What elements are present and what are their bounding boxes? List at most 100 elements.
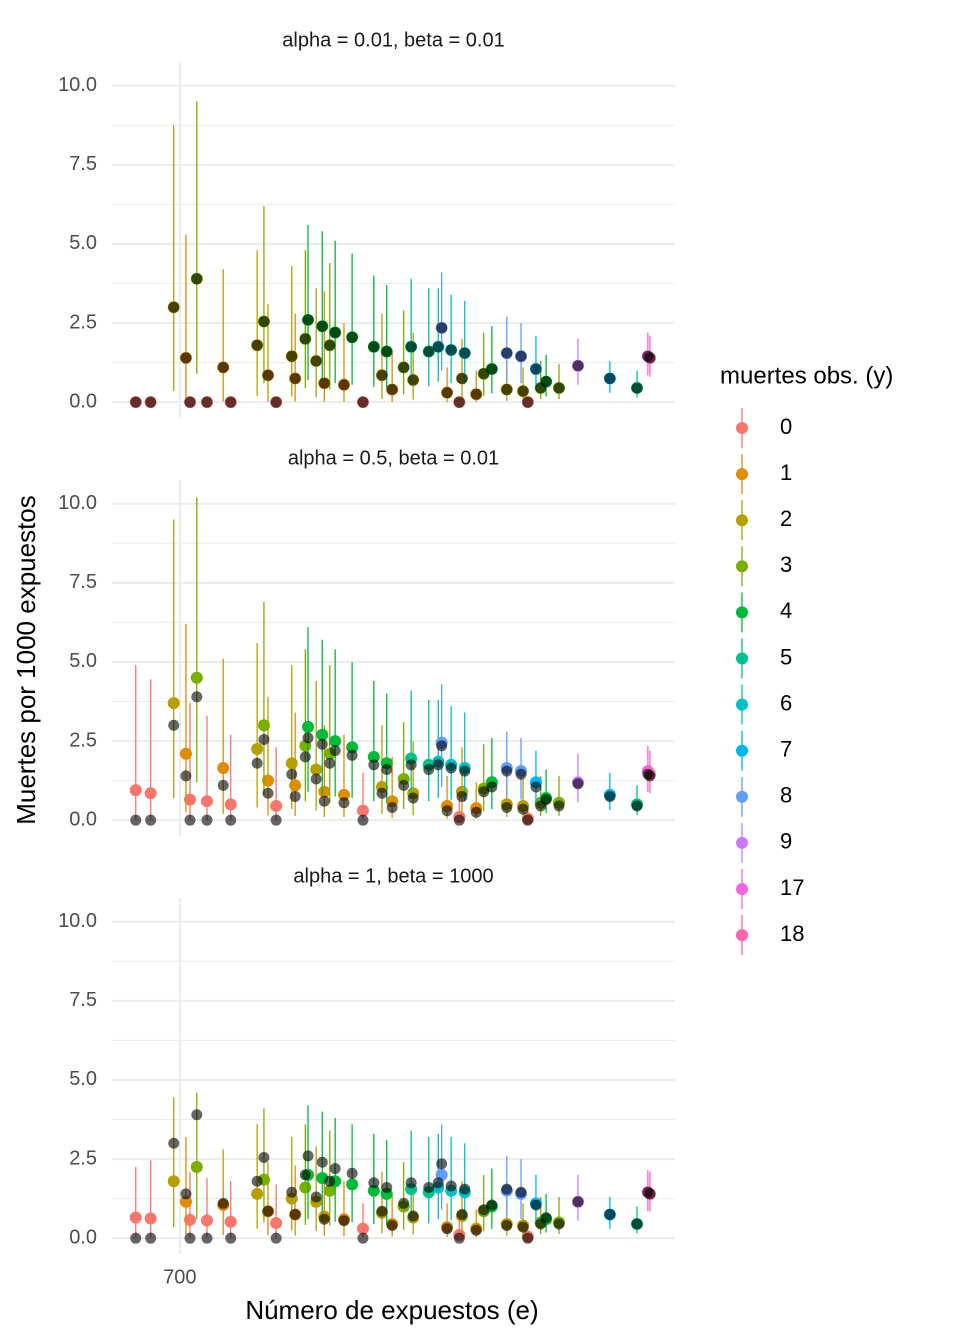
observed-point — [515, 1186, 527, 1198]
observed-point — [258, 315, 270, 327]
observed-point — [262, 369, 274, 381]
observed-point — [316, 738, 328, 750]
observed-point — [180, 352, 192, 364]
legend-key — [736, 652, 748, 665]
observed-point — [540, 794, 552, 806]
observed-point — [644, 1188, 656, 1200]
estimate-point — [329, 735, 342, 748]
observed-point — [445, 344, 457, 356]
observed-point — [470, 388, 482, 400]
observed-point — [445, 1180, 457, 1192]
observed-point — [604, 372, 616, 384]
observed-point — [289, 1208, 301, 1220]
observed-point — [270, 1232, 282, 1244]
observed-point — [453, 1232, 465, 1244]
legend-key — [736, 698, 748, 711]
facet-title: alpha = 0.5, beta = 0.01 — [288, 447, 499, 469]
observed-point — [436, 1158, 448, 1170]
y-tick-label: 0.0 — [69, 1226, 97, 1248]
observed-point — [299, 1169, 311, 1181]
estimate-point — [200, 795, 213, 808]
observed-point — [432, 759, 444, 771]
estimate-point — [356, 804, 369, 817]
legend-label: 18 — [780, 921, 804, 946]
observed-point — [456, 372, 468, 384]
y-tick-label: 7.5 — [69, 989, 97, 1011]
observed-point — [251, 339, 263, 351]
observed-point — [381, 1182, 393, 1194]
legend-label: 6 — [780, 690, 792, 715]
observed-point — [522, 1232, 534, 1244]
legend-key — [736, 606, 748, 619]
estimate-point — [179, 1195, 192, 1208]
estimate-point — [129, 784, 142, 797]
observed-point — [456, 790, 468, 802]
observed-point — [145, 1232, 157, 1244]
estimate-point — [184, 1213, 197, 1226]
observed-point — [530, 1199, 542, 1211]
estimate-point — [190, 671, 203, 684]
observed-point — [470, 806, 482, 818]
observed-point — [441, 805, 453, 817]
legend-key — [736, 790, 748, 803]
observed-point — [346, 749, 358, 761]
legend-label: 8 — [780, 783, 792, 808]
observed-point — [530, 363, 542, 375]
observed-point — [184, 814, 196, 826]
observed-point — [459, 765, 471, 777]
observed-point — [201, 1232, 213, 1244]
observed-point — [286, 1186, 298, 1198]
estimate-point — [217, 761, 230, 774]
observed-point — [310, 773, 322, 785]
y-tick-label: 10.0 — [58, 74, 97, 96]
observed-point — [376, 787, 388, 799]
observed-point — [407, 792, 419, 804]
estimate-point — [302, 720, 315, 733]
observed-point — [130, 396, 142, 408]
observed-point — [302, 732, 314, 744]
observed-point — [631, 1218, 643, 1230]
observed-point — [329, 1163, 341, 1175]
observed-point — [553, 1218, 565, 1230]
observed-point — [515, 350, 527, 362]
observed-point — [191, 273, 203, 285]
observed-point — [441, 1223, 453, 1235]
observed-point — [338, 1215, 350, 1227]
observed-point — [515, 768, 527, 780]
observed-point — [453, 396, 465, 408]
legend-label: 7 — [780, 737, 792, 762]
observed-point — [540, 1212, 552, 1224]
y-tick-label: 5.0 — [69, 232, 97, 254]
estimate-point — [257, 719, 270, 732]
observed-point — [453, 814, 465, 826]
legend-key — [736, 883, 748, 895]
observed-point — [631, 382, 643, 394]
observed-point — [407, 1210, 419, 1222]
observed-point — [346, 331, 358, 343]
observed-point — [517, 803, 529, 815]
observed-point — [644, 770, 656, 782]
estimate-point — [224, 798, 237, 811]
legend-label: 5 — [780, 644, 792, 669]
estimate-point — [144, 1212, 157, 1225]
y-tick-label: 7.5 — [69, 153, 97, 175]
observed-point — [398, 361, 410, 373]
observed-point — [286, 768, 298, 780]
estimate-point — [251, 1187, 264, 1200]
observed-point — [251, 1175, 263, 1187]
observed-point — [191, 691, 203, 703]
legend-label: 1 — [780, 460, 792, 485]
observed-point — [381, 764, 393, 776]
observed-point — [270, 396, 282, 408]
observed-point — [184, 396, 196, 408]
observed-point — [357, 1232, 369, 1244]
estimate-point — [184, 793, 197, 806]
observed-point — [432, 341, 444, 353]
observed-point — [486, 1199, 498, 1211]
legend-label: 4 — [780, 598, 792, 623]
observed-point — [522, 814, 534, 826]
x-tick-label: 700 — [163, 1266, 196, 1288]
estimate-point — [167, 1175, 180, 1188]
observed-point — [270, 814, 282, 826]
y-axis-title: Muertes por 1000 expuestos — [11, 495, 41, 825]
